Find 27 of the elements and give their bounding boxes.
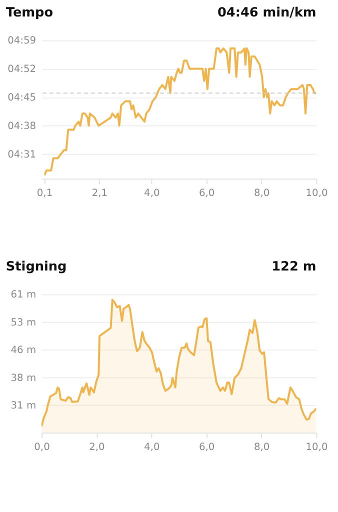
text: 04:46 min/km	[217, 6, 316, 21]
y-tick-label: 46 m	[10, 345, 36, 356]
text: 122 m	[272, 260, 316, 275]
x-tick-label: 2,1	[92, 188, 108, 199]
x-tick-label: 6,0	[198, 442, 215, 453]
y-tick-label: 04:38	[8, 121, 36, 132]
x-tick-label: 0,0	[34, 442, 50, 453]
y-tick-label: 04:59	[8, 36, 36, 47]
y-tick-label: 53 m	[10, 317, 36, 328]
chart-title: Tempo	[6, 6, 54, 21]
x-tick-label: 10,0	[306, 442, 328, 453]
y-tick-label: 04:52	[8, 64, 36, 76]
y-tick-label: 61 m	[10, 290, 36, 301]
chart-title: Stigning	[6, 260, 67, 275]
line-series	[43, 47, 316, 176]
x-tick-label: 0,1	[36, 188, 53, 199]
x-tick-label: 8,0	[254, 442, 270, 453]
x-tick-label: 6,0	[198, 188, 215, 199]
x-tick-label: 4,0	[144, 442, 160, 453]
y-tick-label: 31 m	[10, 400, 36, 412]
x-tick-label: 8,0	[254, 188, 270, 199]
x-tick-label: 10,0	[306, 188, 328, 199]
y-tick-label: 04:31	[8, 150, 36, 161]
y-tick-label: 38 m	[10, 372, 36, 384]
y-tick-label: 04:45	[8, 92, 36, 104]
x-tick-label: 2,0	[89, 442, 105, 453]
x-tick-label: 4,0	[144, 188, 160, 199]
